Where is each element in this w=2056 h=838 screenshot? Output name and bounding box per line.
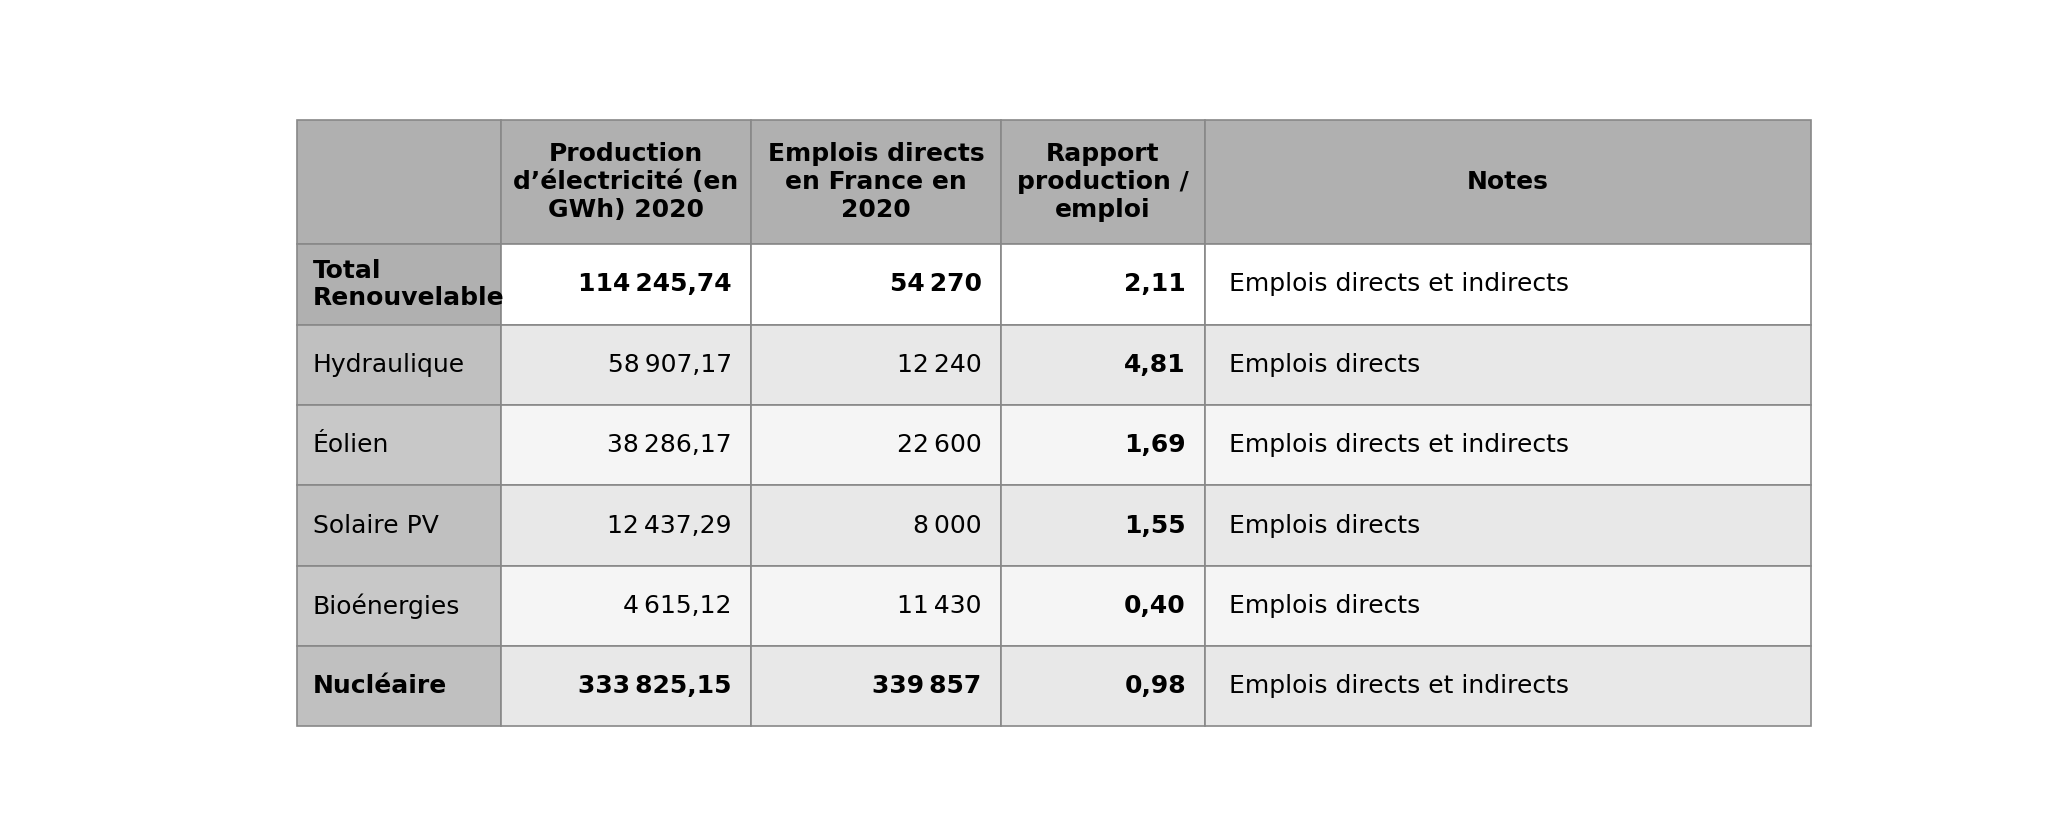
Text: Éolien: Éolien bbox=[313, 433, 389, 458]
Bar bbox=[502, 120, 750, 244]
Bar bbox=[750, 566, 1001, 646]
Text: Notes: Notes bbox=[1466, 170, 1548, 194]
Bar bbox=[296, 485, 502, 566]
Text: 1,55: 1,55 bbox=[1125, 514, 1186, 537]
Bar bbox=[1205, 566, 1811, 646]
Bar bbox=[296, 120, 502, 244]
Text: Production
d’électricité (en
GWh) 2020: Production d’électricité (en GWh) 2020 bbox=[514, 142, 738, 222]
Bar bbox=[1205, 485, 1811, 566]
Text: 8 000: 8 000 bbox=[913, 514, 981, 537]
Bar bbox=[1001, 485, 1205, 566]
Bar bbox=[296, 566, 502, 646]
Text: 4,81: 4,81 bbox=[1125, 353, 1186, 377]
Bar bbox=[1001, 405, 1205, 485]
Bar bbox=[296, 244, 502, 324]
Bar bbox=[750, 646, 1001, 727]
Bar bbox=[1001, 324, 1205, 405]
Bar bbox=[502, 485, 750, 566]
Text: Hydraulique: Hydraulique bbox=[313, 353, 465, 377]
Text: Emplois directs: Emplois directs bbox=[1229, 594, 1421, 618]
Bar bbox=[750, 485, 1001, 566]
Bar bbox=[502, 405, 750, 485]
Text: Emplois directs
en France en
2020: Emplois directs en France en 2020 bbox=[767, 142, 985, 222]
Text: 114 245,74: 114 245,74 bbox=[578, 272, 732, 297]
Text: 11 430: 11 430 bbox=[896, 594, 981, 618]
Text: 339 857: 339 857 bbox=[872, 675, 981, 698]
Bar bbox=[296, 324, 502, 405]
Bar bbox=[502, 566, 750, 646]
Text: Nucléaire: Nucléaire bbox=[313, 675, 446, 698]
Bar bbox=[296, 646, 502, 727]
Bar bbox=[750, 405, 1001, 485]
Text: 58 907,17: 58 907,17 bbox=[609, 353, 732, 377]
Bar bbox=[1001, 566, 1205, 646]
Text: Emplois directs et indirects: Emplois directs et indirects bbox=[1229, 272, 1569, 297]
Text: Total
Renouvelable: Total Renouvelable bbox=[313, 259, 504, 310]
Bar bbox=[296, 405, 502, 485]
Bar bbox=[502, 646, 750, 727]
Text: Solaire PV: Solaire PV bbox=[313, 514, 438, 537]
Text: 0,40: 0,40 bbox=[1125, 594, 1186, 618]
Bar bbox=[1001, 244, 1205, 324]
Bar bbox=[750, 244, 1001, 324]
Text: Emplois directs: Emplois directs bbox=[1229, 514, 1421, 537]
Bar bbox=[502, 324, 750, 405]
Bar bbox=[750, 324, 1001, 405]
Bar bbox=[1001, 120, 1205, 244]
Text: 12 240: 12 240 bbox=[896, 353, 981, 377]
Text: Emplois directs et indirects: Emplois directs et indirects bbox=[1229, 433, 1569, 458]
Bar bbox=[1205, 646, 1811, 727]
Bar bbox=[1001, 646, 1205, 727]
Text: 2,11: 2,11 bbox=[1125, 272, 1186, 297]
Bar bbox=[1205, 405, 1811, 485]
Text: 22 600: 22 600 bbox=[896, 433, 981, 458]
Text: Rapport
production /
emploi: Rapport production / emploi bbox=[1018, 142, 1188, 222]
Text: 333 825,15: 333 825,15 bbox=[578, 675, 732, 698]
Bar bbox=[1205, 120, 1811, 244]
Text: 38 286,17: 38 286,17 bbox=[607, 433, 732, 458]
Text: Bioénergies: Bioénergies bbox=[313, 593, 461, 618]
Text: 1,69: 1,69 bbox=[1125, 433, 1186, 458]
Bar bbox=[502, 244, 750, 324]
Text: 54 270: 54 270 bbox=[890, 272, 981, 297]
Bar bbox=[1205, 324, 1811, 405]
Bar bbox=[1205, 244, 1811, 324]
Text: 4 615,12: 4 615,12 bbox=[623, 594, 732, 618]
Text: Emplois directs et indirects: Emplois directs et indirects bbox=[1229, 675, 1569, 698]
Bar bbox=[750, 120, 1001, 244]
Text: 12 437,29: 12 437,29 bbox=[607, 514, 732, 537]
Text: Emplois directs: Emplois directs bbox=[1229, 353, 1421, 377]
Text: 0,98: 0,98 bbox=[1125, 675, 1186, 698]
